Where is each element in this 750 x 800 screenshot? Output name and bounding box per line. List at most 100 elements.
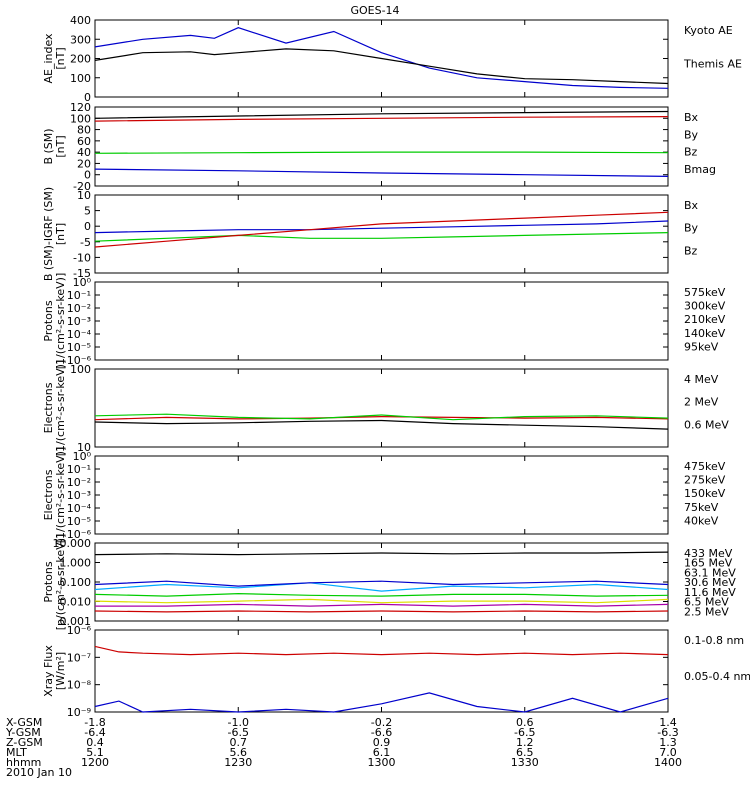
y-tick-label: -5 [80, 236, 91, 249]
y-axis-label: Xray Flux [42, 645, 55, 697]
series-line [94, 419, 669, 430]
series-line [94, 580, 669, 587]
y-axis-label: [p/(cm²-s-sr-keV)] [54, 534, 67, 631]
x-row-value: 6.5 [516, 746, 534, 759]
y-tick-label: 10⁻⁵ [67, 515, 91, 528]
series-line [94, 48, 669, 85]
y-tick-label: 10⁻⁹ [67, 706, 91, 719]
legend-entry: 165 MeV [684, 557, 733, 570]
legend-entry: 6.5 MeV [684, 596, 729, 609]
y-tick-label: 100 [70, 363, 91, 376]
y-tick-label: 10⁻⁵ [67, 341, 91, 354]
x-row-value: 1330 [511, 756, 539, 769]
legend-entry: By [684, 222, 699, 235]
series-line [94, 645, 669, 656]
y-tick-label: 10⁻⁴ [67, 502, 92, 515]
x-row-value: 5.6 [230, 746, 248, 759]
y-tick-label: 5 [84, 205, 91, 218]
y-tick-label: 0.001 [60, 615, 92, 628]
legend-entry: 150keV [684, 487, 726, 500]
x-row-value: 5.1 [86, 746, 104, 759]
y-axis-label: [nT] [54, 47, 67, 69]
y-tick-label: -20 [73, 180, 91, 193]
legend-entry: Bx [684, 199, 699, 212]
legend-entry: 575keV [684, 286, 726, 299]
y-tick-label: 10⁻³ [67, 315, 91, 328]
legend-entry: Bx [684, 111, 699, 124]
x-row-label: hhmm [6, 756, 41, 769]
y-axis-label: [W/m²] [54, 652, 67, 690]
legend-entry: By [684, 128, 699, 141]
panel-frame [94, 629, 669, 713]
y-tick-label: 10.000 [53, 537, 92, 550]
y-tick-label: 10⁻³ [67, 489, 91, 502]
legend-entry: 300keV [684, 300, 726, 313]
legend-entry: Bz [684, 244, 698, 257]
y-tick-label: 10⁰ [73, 450, 92, 463]
y-tick-label: 10⁻² [67, 476, 91, 489]
series-line [95, 603, 669, 607]
x-row-value: 0.7 [230, 736, 248, 749]
x-row-value: -6.6 [371, 726, 392, 739]
y-axis-label: AE_index [42, 33, 55, 84]
y-tick-label: 40 [77, 146, 91, 159]
y-tick-label: 200 [70, 53, 91, 66]
y-tick-label: 10⁻⁴ [67, 328, 92, 341]
y-tick-label: 10⁻⁶ [67, 624, 92, 637]
series-line [94, 232, 669, 242]
x-row-value: 0.9 [373, 736, 391, 749]
x-row-label: Y-GSM [5, 726, 41, 739]
legend-entry: 75keV [684, 501, 719, 514]
series-line [94, 110, 669, 119]
legend-entry: 433 MeV [684, 547, 733, 560]
legend-entry: 2 MeV [684, 396, 719, 409]
y-tick-label: 10⁻⁷ [67, 651, 91, 664]
y-axis-label: [1/(cm²-s-sr-keV)] [54, 360, 67, 457]
y-tick-label: 100 [70, 112, 91, 125]
series-line [94, 211, 669, 248]
y-tick-label: 10⁻¹ [67, 463, 91, 476]
legend-entry: 63.1 MeV [684, 566, 736, 579]
x-row-value: -6.5 [228, 726, 249, 739]
legend-entry: 275keV [684, 474, 726, 487]
x-row-label: MLT [6, 746, 27, 759]
y-tick-label: 10⁻¹ [67, 289, 91, 302]
series-line [94, 592, 669, 597]
x-row-value: 0.6 [516, 716, 534, 729]
y-axis-label: [1/(cm²-s-sr-keV)] [54, 447, 67, 544]
series-line [94, 168, 669, 177]
legend-entry: 210keV [684, 313, 726, 326]
y-axis-label: Protons [42, 561, 55, 602]
y-axis-label: [nT] [54, 223, 67, 245]
x-row-value: 1230 [224, 756, 252, 769]
y-axis-label: B (SM) [42, 128, 55, 164]
y-tick-label: 0 [84, 220, 91, 233]
legend-entry: Themis AE [683, 58, 742, 71]
chart-title: GOES-14 [350, 4, 399, 17]
x-row-value: 1300 [368, 756, 396, 769]
x-row-value: -6.3 [657, 726, 678, 739]
x-date: 2010 Jan 10 [6, 766, 72, 779]
series-line [94, 582, 669, 592]
y-tick-label: 0 [84, 169, 91, 182]
x-row-label: X-GSM [6, 716, 42, 729]
y-axis-label: Electrons [42, 382, 55, 433]
series-line [94, 692, 669, 713]
series-line [94, 220, 669, 234]
y-tick-label: 0 [84, 91, 91, 104]
legend-entry: 40keV [684, 514, 719, 527]
y-tick-label: 10⁻⁶ [67, 354, 92, 367]
x-row-value: -6.4 [84, 726, 105, 739]
y-axis-label: Electrons [42, 469, 55, 520]
y-tick-label: 10⁻⁶ [67, 528, 92, 541]
y-tick-label: 10⁻² [67, 302, 91, 315]
y-axis-label: [nT] [54, 135, 67, 157]
panel-frame [94, 368, 669, 448]
series-line [94, 610, 669, 613]
series-line [94, 551, 669, 556]
y-tick-label: 120 [70, 101, 91, 114]
x-row-value: 1400 [654, 756, 682, 769]
legend-entry: 11.6 MeV [684, 586, 736, 599]
x-row-label: Z-GSM [6, 736, 43, 749]
